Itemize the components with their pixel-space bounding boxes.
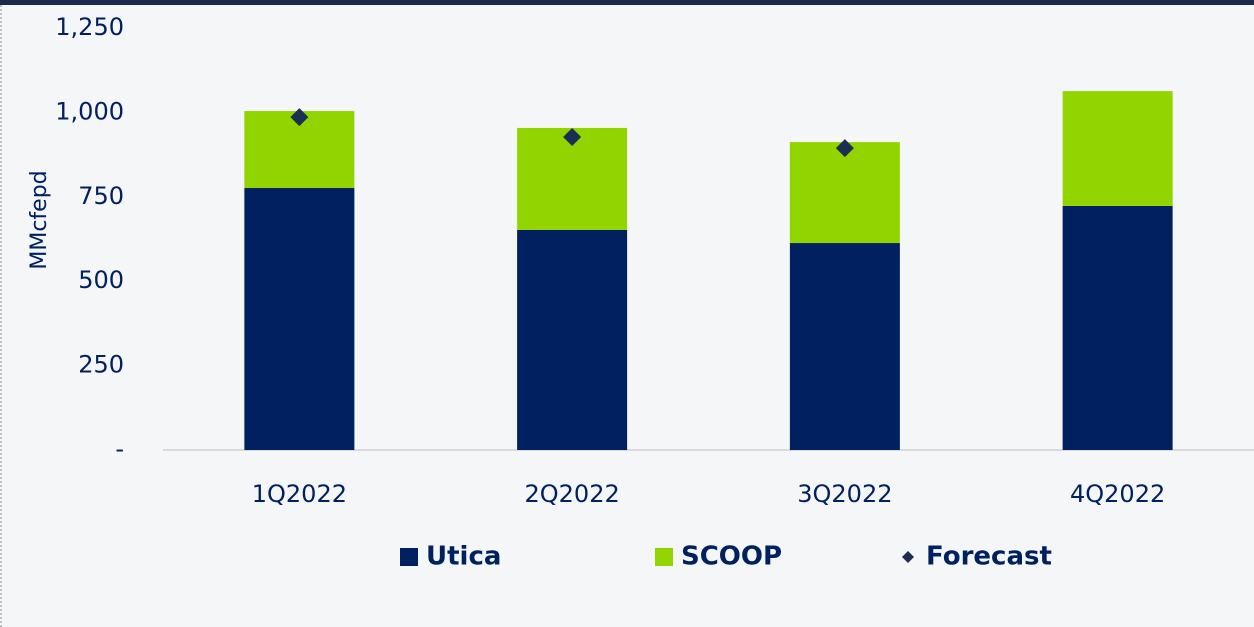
bar-segment [517, 229, 628, 450]
bar-segment [789, 142, 900, 244]
legend-marker [655, 548, 673, 566]
legend-marker [400, 548, 418, 566]
forecast-marker [835, 139, 854, 158]
y-tick-label: 250 [78, 351, 124, 379]
forecast-marker [290, 108, 309, 127]
top-band [0, 0, 1254, 5]
x-tick-label: 2Q2022 [525, 480, 620, 508]
legend-label: Utica [426, 542, 501, 572]
x-tick-label: 1Q2022 [252, 480, 347, 508]
legend-marker [902, 551, 914, 563]
legend-label: Forecast [926, 542, 1052, 572]
y-tick-label: 1,000 [55, 97, 124, 125]
y-tick-label: 500 [78, 266, 124, 294]
forecast-marker [563, 128, 582, 147]
y-axis-label: MMcfepd [27, 170, 52, 269]
bar-segment [1062, 205, 1173, 450]
y-tick-label: 1,250 [55, 13, 124, 41]
y-tick-label: 750 [78, 182, 124, 210]
legend-label: SCOOP [681, 542, 782, 572]
bar-segment [789, 243, 900, 450]
bar-segment [1062, 91, 1173, 206]
x-tick-label: 3Q2022 [797, 480, 892, 508]
y-tick-label: - [115, 435, 124, 463]
bar-segment [244, 188, 355, 450]
x-tick-label: 4Q2022 [1070, 480, 1165, 508]
